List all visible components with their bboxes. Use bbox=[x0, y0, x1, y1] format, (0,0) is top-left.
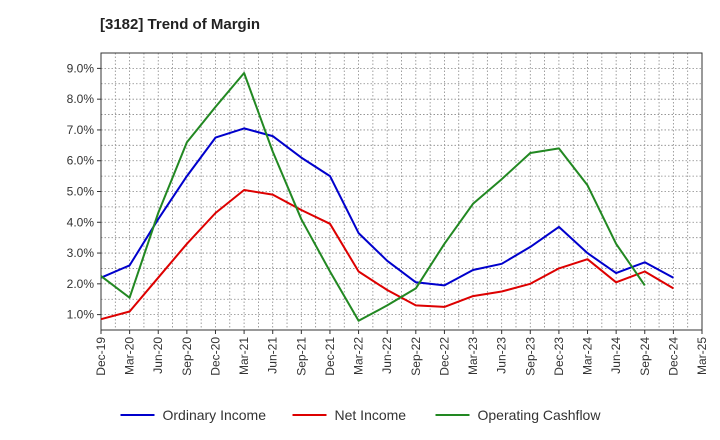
x-tick-label: Dec-20 bbox=[208, 337, 222, 376]
y-tick-label: 7.0% bbox=[67, 123, 95, 137]
x-tick-label: Sep-24 bbox=[638, 337, 652, 376]
series-line bbox=[100, 189, 674, 321]
x-tick-label: Sep-23 bbox=[523, 337, 537, 376]
y-tick-label: 4.0% bbox=[67, 215, 95, 229]
chart-title: [3182] Trend of Margin bbox=[100, 16, 261, 33]
x-tick-label: Mar-24 bbox=[581, 337, 595, 375]
x-tick-label: Jun-21 bbox=[266, 337, 280, 374]
x-tick-label: Mar-20 bbox=[123, 337, 137, 375]
legend-label: Net Income bbox=[335, 407, 407, 423]
x-tick-label: Mar-23 bbox=[466, 337, 480, 375]
grid bbox=[100, 52, 702, 331]
x-tick-label: Dec-23 bbox=[552, 337, 566, 376]
series-line bbox=[100, 127, 674, 287]
x-tick-label: Sep-22 bbox=[409, 337, 423, 376]
y-tick-label: 3.0% bbox=[67, 246, 95, 260]
y-tick-label: 9.0% bbox=[67, 61, 95, 75]
legend-label: Ordinary Income bbox=[163, 407, 267, 423]
y-tick-label: 1.0% bbox=[67, 308, 95, 322]
x-tick-label: Dec-21 bbox=[323, 337, 337, 376]
series-line bbox=[100, 72, 646, 322]
y-tick-label: 8.0% bbox=[67, 92, 95, 106]
x-tick-label: Dec-19 bbox=[94, 337, 108, 376]
y-tick-label: 2.0% bbox=[67, 277, 95, 291]
x-tick-label: Sep-20 bbox=[180, 337, 194, 376]
x-tick-label: Jun-20 bbox=[151, 337, 165, 374]
y-tick-label: 6.0% bbox=[67, 154, 95, 168]
x-tick-label: Jun-23 bbox=[495, 337, 509, 374]
x-tick-label: Mar-25 bbox=[695, 337, 709, 375]
x-tick-label: Dec-24 bbox=[666, 337, 680, 376]
x-tick-label: Jun-24 bbox=[609, 337, 623, 374]
x-tick-label: Mar-22 bbox=[352, 337, 366, 375]
x-tick-label: Mar-21 bbox=[237, 337, 251, 375]
x-tick-label: Sep-21 bbox=[294, 337, 308, 376]
legend: Ordinary Income Net Income Operating Cashf… bbox=[120, 407, 602, 423]
y-axis: 1.0% 2.0% 3.0% 4.0% 5.0% 6.0% 7.0% 8.0% 9.0% bbox=[67, 61, 101, 322]
series bbox=[100, 72, 674, 322]
y-tick-label: 5.0% bbox=[67, 185, 95, 199]
legend-label: Operating Cashflow bbox=[478, 407, 602, 423]
x-tick-label: Jun-22 bbox=[380, 337, 394, 374]
x-axis: Dec-19 Mar-20 Jun-20 Sep-20 Dec-20 Mar-21 Jun-… bbox=[94, 330, 709, 376]
x-tick-label: Dec-22 bbox=[437, 337, 451, 376]
